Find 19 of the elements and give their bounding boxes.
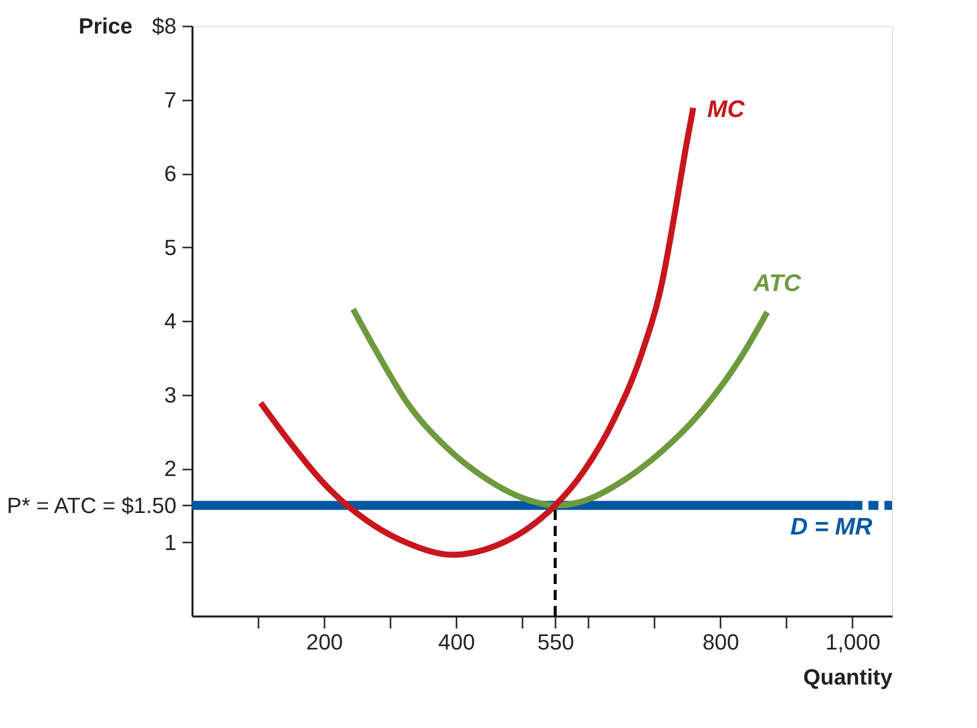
x-tick-label: 800 [702, 630, 740, 654]
series-label: ATC [752, 270, 802, 298]
y-tick-label: 3 [164, 382, 176, 408]
series-label: MC [707, 96, 746, 123]
y-tick-label: 2 [164, 456, 176, 481]
y-tick-label: 6 [164, 161, 176, 186]
x-tick-label: 400 [438, 630, 476, 654]
x-tick-label: 200 [306, 630, 343, 654]
y-tick-label: P* = ATC = $1.50 [6, 492, 176, 518]
y-axis-title: Price [78, 14, 132, 38]
x-tick-label: 550 [537, 630, 574, 654]
y-tick-label: 1 [164, 530, 176, 555]
series-label: D = MR [790, 513, 874, 540]
y-tick-label: 7 [164, 87, 176, 112]
x-tick-label: 1,000 [825, 630, 880, 654]
y-tick-label: 4 [164, 308, 176, 334]
x-axis-title: Quantity [803, 664, 894, 690]
y-tick-label: 5 [164, 234, 176, 260]
y-tick-label: $8 [152, 14, 176, 38]
